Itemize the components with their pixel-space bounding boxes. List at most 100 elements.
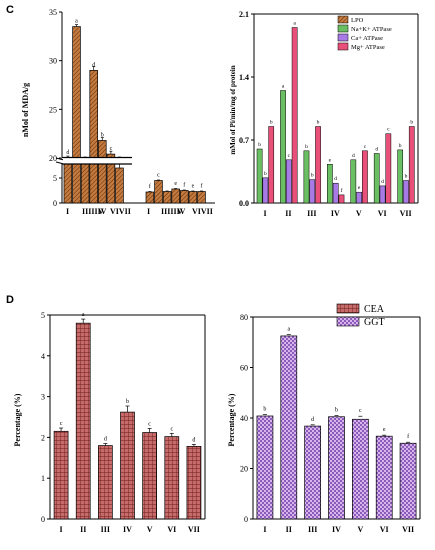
x-tick-label: IV bbox=[331, 209, 340, 218]
y-tick-label: 1 bbox=[41, 474, 45, 483]
significance-letter: a bbox=[75, 19, 78, 25]
x-tick-label: III bbox=[101, 525, 110, 534]
bar-na-k-atpase bbox=[373, 153, 380, 204]
y-tick-label: 0 bbox=[244, 515, 248, 524]
x-tick-label: I bbox=[147, 207, 150, 216]
significance-letter: d bbox=[334, 176, 337, 182]
legend-swatch bbox=[337, 24, 349, 33]
bar-lpo bbox=[171, 188, 180, 204]
significance-letter: c bbox=[170, 426, 173, 432]
bar-lpo-upper bbox=[89, 70, 98, 159]
bar-lpo-lower bbox=[89, 163, 98, 204]
significance-letter: f bbox=[183, 182, 185, 189]
x-tick-label: V bbox=[177, 207, 183, 216]
bar-na-k-atpase bbox=[397, 149, 404, 204]
x-tick-label: VII bbox=[188, 525, 200, 534]
bar-lpo bbox=[115, 167, 124, 204]
significance-letter: b bbox=[101, 132, 104, 138]
legend-label: Mg+ ATPase bbox=[351, 44, 385, 51]
significance-letter: c bbox=[110, 146, 113, 152]
bar-ca-atpase bbox=[403, 180, 409, 204]
bar-ca-atpase bbox=[285, 159, 292, 204]
legend-label: Na+K+ ATPase bbox=[351, 26, 392, 33]
x-tick-label: III bbox=[308, 525, 317, 534]
bar-lpo-lower bbox=[63, 163, 73, 204]
significance-letter: c bbox=[60, 421, 63, 427]
x-tick-label: V bbox=[357, 525, 363, 534]
x-tick-label: VI bbox=[378, 209, 387, 218]
y-tick-label: 3 bbox=[41, 393, 45, 402]
bar-lpo bbox=[180, 190, 189, 204]
y-tick-label: 5 bbox=[41, 311, 45, 320]
bar-na-k-atpase bbox=[350, 159, 357, 204]
y-tick-label: 0 bbox=[41, 515, 45, 524]
y-tick-label: 25 bbox=[49, 105, 57, 114]
significance-letter: d bbox=[381, 179, 384, 185]
x-tick-label: I bbox=[263, 209, 266, 218]
bar-cea bbox=[120, 411, 135, 520]
significance-letter: e bbox=[329, 157, 332, 163]
x-tick-label: II bbox=[286, 525, 292, 534]
y-tick-label: 2.1 bbox=[239, 10, 249, 19]
bar-mg-atpase bbox=[385, 133, 392, 204]
significance-letter: b bbox=[335, 407, 338, 413]
bar-lpo bbox=[188, 191, 198, 204]
bar-lpo-upper bbox=[72, 26, 81, 159]
x-tick-label: IIIIIIV bbox=[161, 207, 186, 216]
bar-mg-atpase bbox=[408, 126, 415, 204]
x-tick-label: V bbox=[147, 525, 153, 534]
bar-ca-atpase bbox=[356, 191, 362, 204]
y-tick-label: 2 bbox=[41, 433, 45, 442]
significance-letter: b bbox=[311, 173, 314, 179]
significance-letter: f bbox=[407, 433, 409, 440]
bar-ca-atpase bbox=[379, 185, 386, 204]
bar-mg-atpase bbox=[268, 126, 275, 204]
significance-letter: f bbox=[201, 183, 203, 190]
x-tick-label: III bbox=[307, 209, 316, 218]
bar-lpo-lower bbox=[106, 163, 116, 204]
significance-letter: a bbox=[82, 312, 85, 318]
bar-cea bbox=[98, 445, 113, 520]
significance-letter: d bbox=[311, 417, 314, 423]
y-axis-label: Percentage (%) bbox=[13, 393, 22, 446]
significance-letter: b bbox=[405, 174, 408, 180]
y-tick-label: 60 bbox=[240, 364, 248, 373]
x-tick-label: II bbox=[285, 209, 291, 218]
significance-letter: e bbox=[383, 427, 386, 433]
bar-ggt bbox=[328, 416, 345, 520]
y-tick-label: 35 bbox=[49, 8, 57, 17]
y-axis-label: mMol of Pi/min/mg of protein bbox=[229, 65, 237, 154]
bar-cea bbox=[53, 430, 69, 520]
significance-letter: a bbox=[287, 326, 290, 332]
significance-letter: b bbox=[399, 143, 402, 149]
legend-label: CEA bbox=[364, 304, 385, 315]
bar-mg-atpase bbox=[338, 194, 345, 204]
significance-letter: d bbox=[352, 153, 355, 159]
significance-letter: b bbox=[263, 406, 266, 412]
y-tick-label: 1.4 bbox=[239, 73, 249, 82]
legend-label: Ca+ ATPase bbox=[351, 35, 383, 42]
significance-letter: e bbox=[192, 184, 195, 190]
bar-lpo bbox=[197, 191, 206, 204]
bar-ca-atpase bbox=[262, 177, 269, 204]
significance-letter: e bbox=[358, 185, 361, 191]
x-tick-label: VIVII bbox=[110, 207, 131, 216]
y-tick-label: 0 bbox=[53, 199, 57, 208]
bar-lpo-upper bbox=[98, 140, 107, 159]
significance-letter: b bbox=[270, 120, 273, 126]
bar-na-k-atpase bbox=[256, 148, 263, 204]
significance-letter: d bbox=[375, 147, 378, 153]
bar-lpo-lower bbox=[98, 163, 107, 204]
panel-label-d: D bbox=[6, 294, 14, 306]
bar-ca-atpase bbox=[309, 179, 316, 204]
bar-cea bbox=[164, 436, 180, 520]
significance-letter: d bbox=[192, 437, 195, 443]
legend-swatch bbox=[337, 33, 349, 42]
bar-ggt bbox=[352, 418, 369, 520]
significance-letter: b bbox=[305, 144, 308, 150]
bar-lpo bbox=[145, 191, 155, 204]
legend-swatch bbox=[336, 303, 360, 314]
x-tick-label: V bbox=[356, 209, 362, 218]
bar-mg-atpase bbox=[291, 27, 298, 204]
